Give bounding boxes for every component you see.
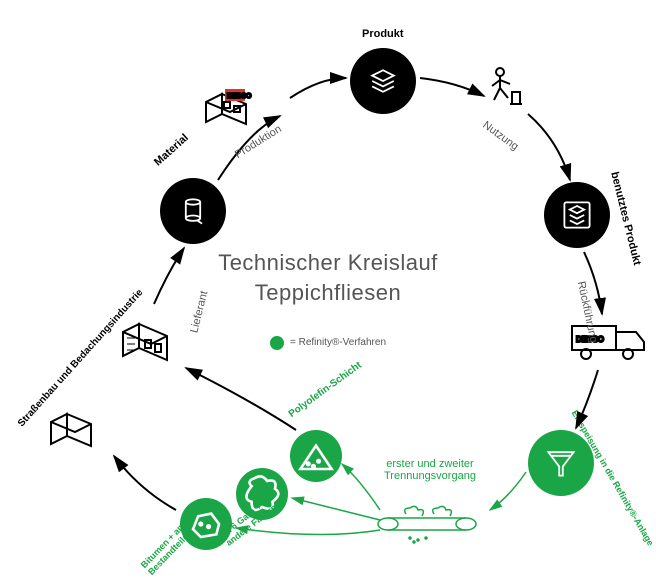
cycle-arrows bbox=[0, 0, 656, 579]
